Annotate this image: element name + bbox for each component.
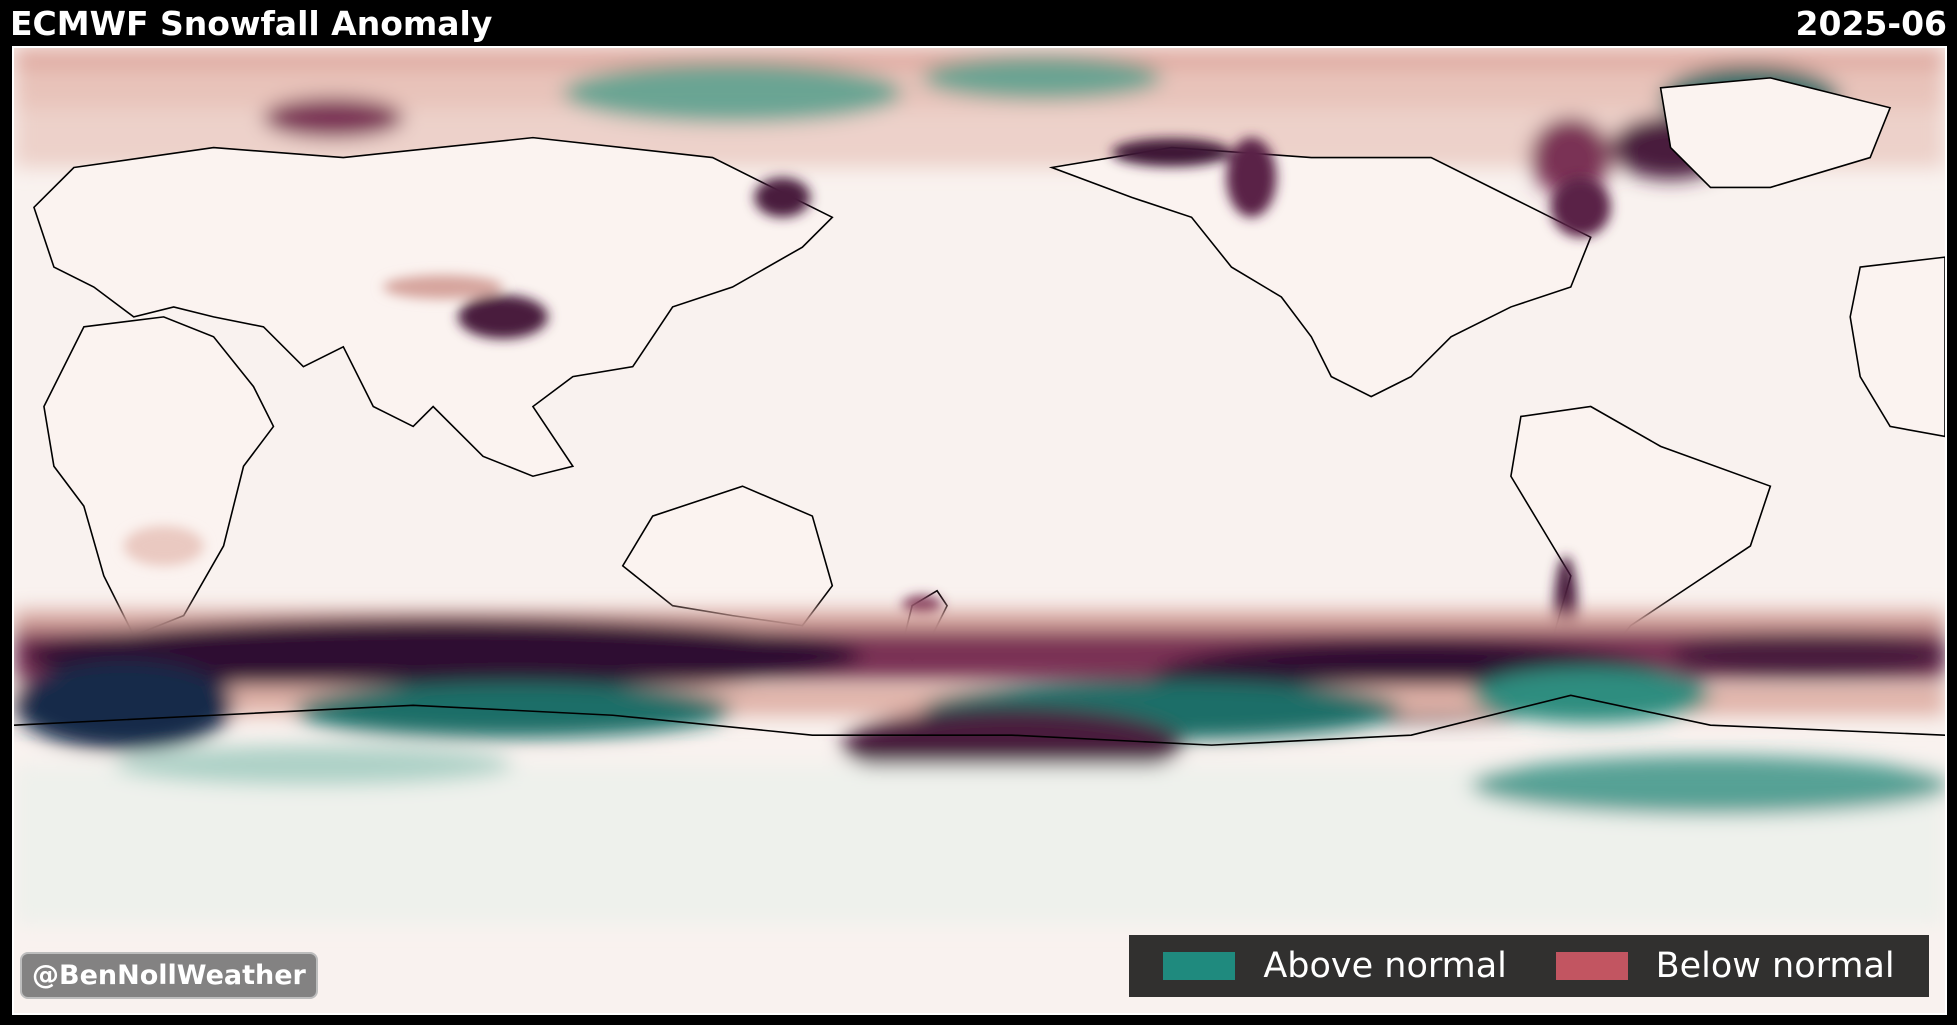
greenland-outline — [1659, 77, 1892, 189]
above-normal-swatch — [1163, 952, 1236, 980]
southern-ocean-anomaly — [14, 610, 1945, 925]
below-normal-swatch — [1555, 952, 1628, 980]
map-date: 2025-06 — [1795, 4, 1947, 43]
legend-item-above: Above normal — [1163, 946, 1507, 986]
antarctica-coastline — [14, 694, 1945, 746]
anomaly-map — [14, 48, 1945, 1013]
above-normal-label: Above normal — [1263, 946, 1507, 986]
north-america-outline — [1048, 146, 1592, 398]
map-legend: Above normal Below normal — [1129, 935, 1929, 997]
credit-badge: @BenNollWeather — [20, 952, 318, 999]
west-africa-edge-outline — [1849, 256, 1945, 438]
below-normal-label: Below normal — [1655, 946, 1895, 986]
map-title: ECMWF Snowfall Anomaly — [10, 4, 493, 43]
map-panel — [12, 46, 1947, 1015]
legend-item-below: Below normal — [1555, 946, 1895, 986]
africa-outline — [43, 316, 275, 637]
